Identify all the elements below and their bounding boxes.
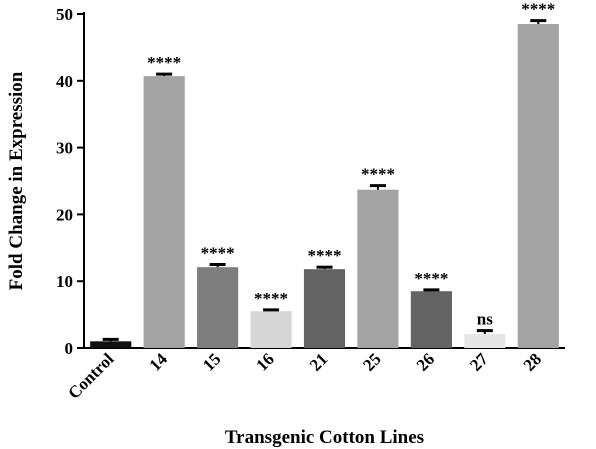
bar xyxy=(303,269,346,348)
bar xyxy=(517,24,559,349)
x-category-label: 14 xyxy=(146,349,172,375)
significance-label: **** xyxy=(521,0,555,19)
x-axis-categories: Control 14 15 16 21 25 26 27 28 xyxy=(64,349,545,403)
bar xyxy=(250,311,292,348)
y-axis-label: Fold Change in Expression xyxy=(6,71,27,290)
significance-label: **** xyxy=(308,246,342,265)
significance-labels: **** **** **** **** **** **** ns **** xyxy=(147,0,555,329)
bar xyxy=(357,189,399,348)
significance-label: **** xyxy=(414,269,448,288)
significance-label: ns xyxy=(477,310,493,329)
x-category-label: 16 xyxy=(252,349,277,374)
y-tick-label: 30 xyxy=(56,139,73,158)
bar xyxy=(90,341,132,348)
y-tick-label: 10 xyxy=(56,272,73,291)
significance-label: **** xyxy=(201,244,235,263)
y-tick-label: 40 xyxy=(56,72,73,91)
x-category-label: 25 xyxy=(359,349,384,374)
x-category-label: 27 xyxy=(466,349,492,375)
y-tick-label: 0 xyxy=(65,339,74,358)
x-category-label: 15 xyxy=(199,349,224,374)
y-axis-ticks: 0 10 20 30 40 50 xyxy=(56,5,84,358)
bar xyxy=(464,333,506,348)
significance-label: **** xyxy=(254,289,288,308)
bar xyxy=(197,267,239,348)
x-axis-label: Transgenic Cotton Lines xyxy=(225,427,424,448)
x-category-label: 26 xyxy=(413,349,438,374)
x-category-label: 28 xyxy=(520,349,545,374)
bar xyxy=(410,291,452,348)
bar xyxy=(143,76,185,349)
bars xyxy=(90,24,559,349)
significance-label: **** xyxy=(361,165,395,184)
y-tick-label: 20 xyxy=(56,205,73,224)
y-tick-label: 50 xyxy=(56,5,73,24)
x-category-label: 21 xyxy=(306,349,331,374)
error-bars xyxy=(102,19,547,342)
significance-label: **** xyxy=(147,53,181,72)
